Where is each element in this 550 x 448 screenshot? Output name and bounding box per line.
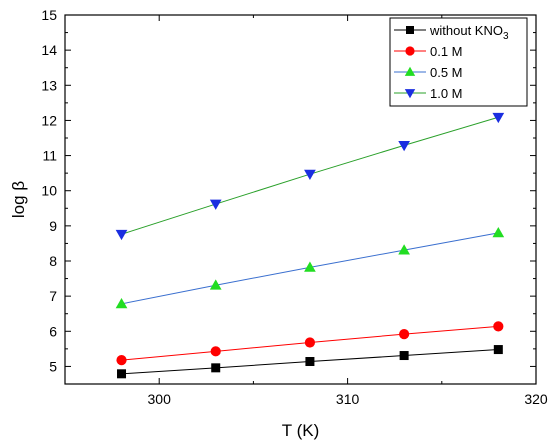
x-axis-title: T (K) xyxy=(282,421,319,440)
legend-label: 1.0 M xyxy=(430,86,463,101)
series-1 xyxy=(116,321,504,366)
data-point xyxy=(210,346,221,357)
data-point xyxy=(304,337,316,348)
series-2 xyxy=(115,227,505,309)
series-3 xyxy=(115,112,505,241)
plot-frame xyxy=(64,14,537,385)
axes-layer: 5 6 7 8 9 10 11 12 13 14 15 300 310 320 xyxy=(41,7,547,407)
y-tick-label: 6 xyxy=(49,323,57,339)
series-0 xyxy=(117,345,503,379)
y-tick-label: 10 xyxy=(41,183,57,199)
data-point xyxy=(398,140,410,152)
data-point xyxy=(304,169,316,181)
series-layer xyxy=(115,112,505,379)
y-tick-label: 12 xyxy=(41,112,57,128)
y-tick-label: 8 xyxy=(49,253,57,269)
y-tick-label: 15 xyxy=(41,7,57,23)
data-point xyxy=(404,66,416,76)
data-point xyxy=(115,298,128,309)
data-point xyxy=(304,261,316,272)
data-point xyxy=(492,227,505,238)
y-tick-label: 7 xyxy=(49,288,57,304)
legend-label: 0.1 M xyxy=(430,44,463,59)
plot-border xyxy=(64,14,537,385)
data-point xyxy=(492,112,505,124)
legend: without KNO3 0.1 M 0.5 M 1.0 M xyxy=(389,17,528,107)
data-point xyxy=(404,89,416,99)
data-point xyxy=(209,279,222,290)
data-point xyxy=(405,46,415,56)
legend-label: without KNO3 xyxy=(429,23,509,42)
data-point xyxy=(493,321,504,332)
data-point xyxy=(117,369,127,379)
data-point xyxy=(305,357,315,367)
x-tick-label: 300 xyxy=(148,391,172,407)
legend-label: 0.5 M xyxy=(430,65,463,80)
data-point xyxy=(398,244,410,255)
y-tick-label: 13 xyxy=(41,77,57,93)
y-tick-label: 11 xyxy=(42,148,57,164)
data-point xyxy=(399,328,410,340)
data-point xyxy=(406,26,414,34)
x-tick-label: 320 xyxy=(524,391,548,407)
y-tick-label: 14 xyxy=(41,42,57,58)
y-tick-label: 5 xyxy=(49,358,57,374)
data-point xyxy=(115,229,128,241)
data-point xyxy=(116,355,127,366)
y-tick-label: 9 xyxy=(49,218,57,234)
data-point xyxy=(399,351,409,361)
y-axis-title: log β xyxy=(9,181,28,218)
data-point xyxy=(211,363,221,373)
data-point xyxy=(209,199,222,210)
data-point xyxy=(493,345,503,355)
x-tick-label: 310 xyxy=(336,391,360,407)
